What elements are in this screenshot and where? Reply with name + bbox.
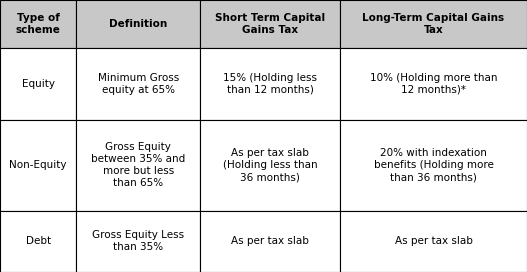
Text: As per tax slab: As per tax slab xyxy=(231,236,309,246)
Bar xyxy=(200,120,340,211)
Bar xyxy=(200,211,340,272)
Text: Short Term Capital
Gains Tax: Short Term Capital Gains Tax xyxy=(215,13,325,35)
Bar xyxy=(76,0,200,48)
Text: Definition: Definition xyxy=(109,19,168,29)
Bar xyxy=(340,0,527,48)
Bar xyxy=(76,211,200,272)
Bar xyxy=(340,211,527,272)
Text: Type of
scheme: Type of scheme xyxy=(16,13,61,35)
Bar xyxy=(0,0,76,48)
Bar xyxy=(340,120,527,211)
Bar xyxy=(340,48,527,120)
Bar xyxy=(76,120,200,211)
Text: Debt: Debt xyxy=(26,236,51,246)
Text: Gross Equity Less
than 35%: Gross Equity Less than 35% xyxy=(92,230,184,252)
Text: 15% (Holding less
than 12 months): 15% (Holding less than 12 months) xyxy=(223,73,317,95)
Text: 20% with indexation
benefits (Holding more
than 36 months): 20% with indexation benefits (Holding mo… xyxy=(374,148,493,182)
Bar xyxy=(0,48,76,120)
Bar xyxy=(0,211,76,272)
Text: Long-Term Capital Gains
Tax: Long-Term Capital Gains Tax xyxy=(363,13,504,35)
Text: 10% (Holding more than
12 months)*: 10% (Holding more than 12 months)* xyxy=(370,73,497,95)
Text: As per tax slab
(Holding less than
36 months): As per tax slab (Holding less than 36 mo… xyxy=(223,148,317,182)
Bar xyxy=(200,48,340,120)
Text: Gross Equity
between 35% and
more but less
than 65%: Gross Equity between 35% and more but le… xyxy=(91,142,186,188)
Text: Minimum Gross
equity at 65%: Minimum Gross equity at 65% xyxy=(97,73,179,95)
Text: As per tax slab: As per tax slab xyxy=(395,236,472,246)
Bar xyxy=(76,48,200,120)
Bar xyxy=(200,0,340,48)
Bar xyxy=(0,120,76,211)
Text: Non-Equity: Non-Equity xyxy=(9,160,67,170)
Text: Equity: Equity xyxy=(22,79,55,89)
